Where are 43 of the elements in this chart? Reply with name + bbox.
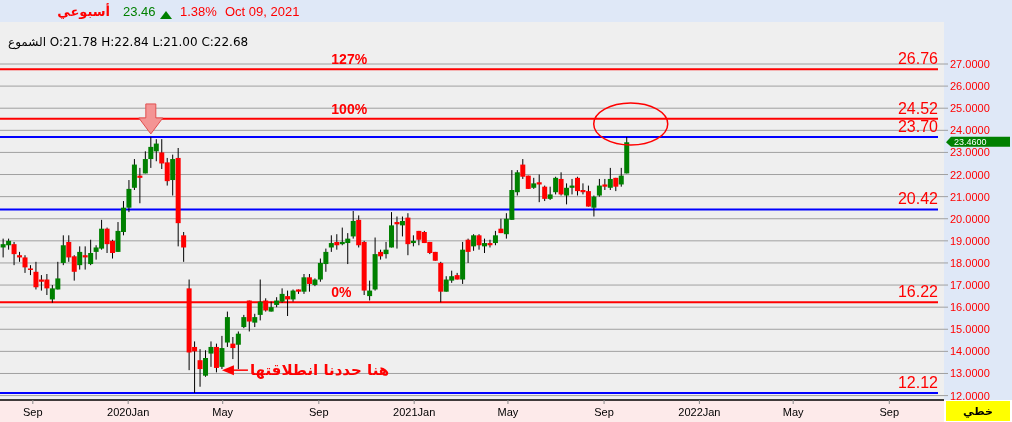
y-tick-label: 15.0000 <box>950 323 990 336</box>
y-tick-label: 26.0000 <box>950 80 990 93</box>
y-tick-label: 16.0000 <box>950 301 990 314</box>
annotation: هنا حددنا انطلاقتها <box>249 361 390 380</box>
text: 23.46 <box>123 4 156 19</box>
y-tick-label: 14.0000 <box>950 345 990 358</box>
annotation: 100% <box>331 100 368 117</box>
y-tick-label: 19.0000 <box>950 234 990 247</box>
x-tick-label: 2021Jan <box>393 406 436 418</box>
x-tick-label: May <box>212 406 234 418</box>
text: Oct 09, 2021 <box>225 4 300 19</box>
chart-title: أسبوعي <box>57 3 110 19</box>
annotation: 0% <box>331 284 353 301</box>
y-tick-label: 25.0000 <box>950 102 990 115</box>
y-tick-label: 12.0000 <box>950 389 990 402</box>
x-tick-label: Sep <box>594 406 614 418</box>
ref-line-label: 16.22 <box>897 283 939 301</box>
y-tick-label: 24.0000 <box>950 124 990 137</box>
x-tick-label: Sep <box>879 406 900 418</box>
price-tag: 23.4600 <box>946 136 1010 148</box>
annotation: 127% <box>331 51 368 68</box>
y-tick-label: 17.0000 <box>950 279 990 292</box>
x-tick-label: May <box>497 406 519 418</box>
ref-line-label: 24.52 <box>897 99 939 117</box>
text: 1.38% <box>180 4 218 19</box>
y-tick-label: 22.0000 <box>950 168 990 181</box>
y-tick-label: 27.0000 <box>950 58 990 70</box>
text: الشموع O:21.78 H:22.84 L:21.00 C:22.68 <box>8 35 249 50</box>
y-tick-label: 21.0000 <box>950 190 990 203</box>
x-tick-label: Sep <box>309 406 329 418</box>
x-tick-label: 2020Jan <box>107 406 150 418</box>
y-tick-label: 13.0000 <box>950 367 990 380</box>
x-tick-label: May <box>782 406 805 418</box>
x-tick-label: Sep <box>23 406 43 418</box>
text: خطي <box>963 405 993 418</box>
ref-line-label: 23.70 <box>897 117 939 135</box>
y-tick-label: 18.0000 <box>950 256 990 269</box>
x-tick-label: 2022Jan <box>678 406 721 418</box>
ref-line-label: 20.42 <box>897 190 939 208</box>
ref-line-label: 12.12 <box>897 373 939 391</box>
y-tick-label: 20.0000 <box>950 212 990 225</box>
ref-line-label: 26.76 <box>897 50 939 68</box>
y-tick-label: 23.0000 <box>950 146 990 159</box>
